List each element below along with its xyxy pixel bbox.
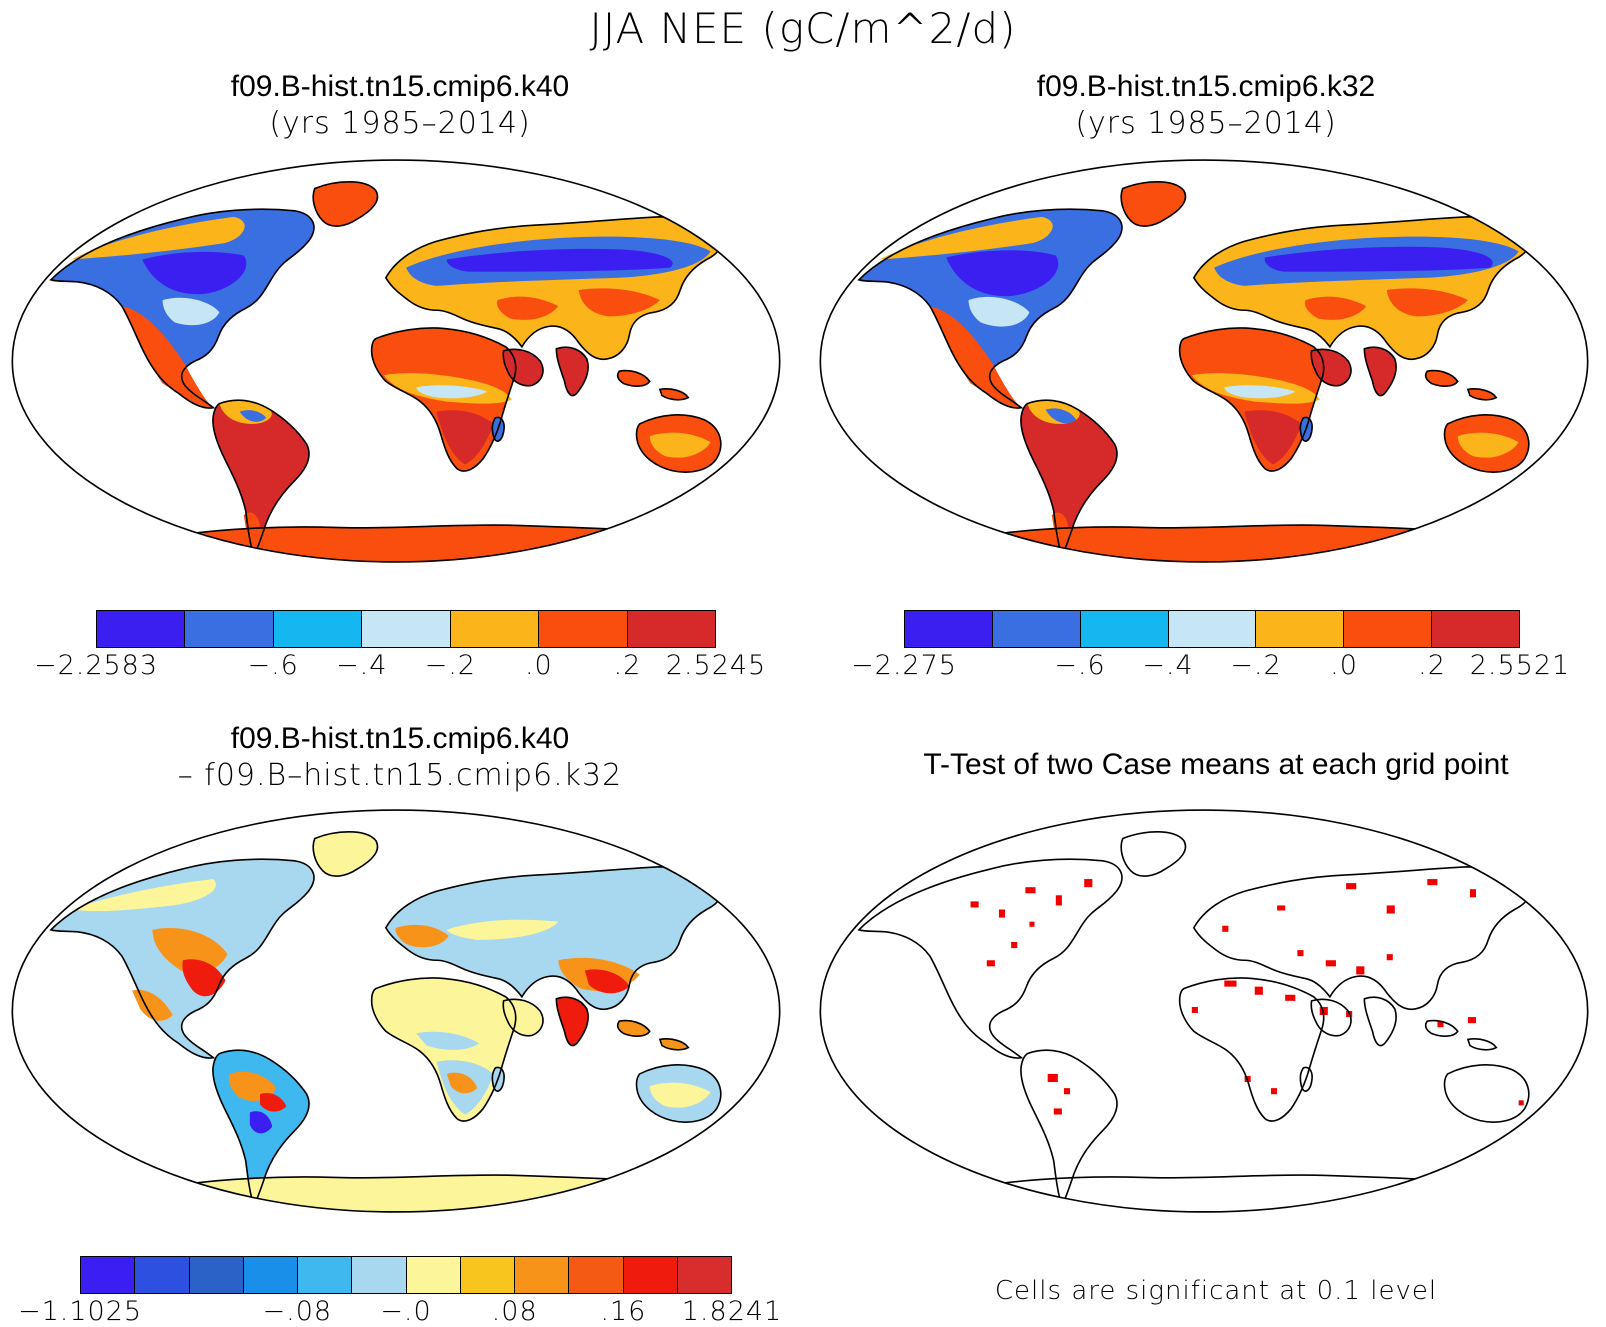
colorbar-cell [97, 611, 186, 647]
colorbar-top-left [96, 610, 716, 648]
panel-title-bottom-left: f09.B-hist.tn15.cmip6.k40 – f09.B–hist.t… [20, 722, 780, 793]
colorbar-cell [1256, 611, 1345, 647]
case-name: f09.B-hist.tn15.cmip6.k40 [230, 70, 570, 103]
colorbar-cell [298, 1257, 353, 1293]
colorbar-tick-label: −2.275 [851, 650, 957, 681]
colorbar-tick-label: −1.1025 [17, 1296, 143, 1327]
colorbar-top-right [904, 610, 1520, 648]
colorbar-cell [677, 1257, 731, 1293]
map-top-left [11, 159, 781, 563]
colorbar-tick-label: 1.8241 [681, 1296, 783, 1327]
map-border [819, 159, 1589, 563]
colorbar-cell [1080, 611, 1169, 647]
case-name: f09.B-hist.tn15.cmip6.k32 [1036, 70, 1376, 103]
colorbar-tick-label: .08 [491, 1296, 538, 1327]
colorbar-tick-label: −.0 [380, 1296, 432, 1327]
colorbar-tick-label: −.6 [247, 650, 299, 681]
colorbar-tick-label: .2 [613, 650, 642, 681]
colorbar-cell [1168, 611, 1257, 647]
colorbar-cell [1344, 611, 1433, 647]
colorbar-tick-label: −.2 [1230, 650, 1282, 681]
colorbar-cell [362, 611, 451, 647]
map-top-right [819, 159, 1589, 563]
colorbar-tick-label: .16 [600, 1296, 647, 1327]
colorbar-tick-label: 2.5245 [665, 650, 767, 681]
colorbar-tick-label: 2.5521 [1469, 650, 1571, 681]
colorbar-cell [450, 611, 540, 647]
colorbar-tick-label: −.4 [1142, 650, 1194, 681]
colorbar-cell [135, 1257, 190, 1293]
colorbar-tick-label: .0 [1330, 650, 1358, 681]
colorbar-tick-label: −2.2583 [33, 650, 159, 681]
colorbar-tick-label: .0 [524, 650, 553, 681]
colorbar-cell [352, 1257, 407, 1293]
colorbar-tick-label: −.6 [1054, 650, 1106, 681]
colorbar-cell [539, 611, 628, 647]
colorbar-cell [273, 611, 363, 647]
case-name: f09.B-hist.tn15.cmip6.k40 [230, 722, 570, 755]
colorbar-tick-label: −.2 [424, 650, 476, 681]
colorbar-cell [992, 611, 1081, 647]
colorbar-cell [569, 1257, 624, 1293]
significance-note: Cells are significant at 0.1 level [994, 1276, 1438, 1306]
colorbar-cell [185, 611, 274, 647]
years-range: (yrs 1985–2014) [269, 106, 531, 141]
panel-title-top-right: f09.B-hist.tn15.cmip6.k32 (yrs 1985–2014… [826, 70, 1586, 141]
land-nee-top-left [50, 181, 723, 562]
colorbar-bottom-left [80, 1256, 732, 1294]
colorbar-cell [243, 1257, 298, 1293]
colorbar-tick-label: −.4 [336, 650, 388, 681]
colorbar-cell [1432, 611, 1520, 647]
map-border [11, 159, 781, 563]
map-border [819, 809, 1589, 1213]
map-bottom-right [819, 809, 1589, 1213]
panel-title-top-left: f09.B-hist.tn15.cmip6.k40 (yrs 1985–2014… [20, 70, 780, 141]
colorbar-cell [81, 1257, 136, 1293]
figure-title: JJA NEE (gC/m^2/d) [589, 4, 1017, 53]
colorbar-cell [460, 1257, 515, 1293]
map-bottom-left [11, 809, 781, 1213]
colorbar-cell [406, 1257, 461, 1293]
years-range: (yrs 1985–2014) [1075, 106, 1337, 141]
map-border [11, 809, 781, 1213]
minus-case-name: – f09.B–hist.tn15.cmip6.k32 [177, 758, 623, 793]
colorbar-tick-label: .2 [1418, 650, 1446, 681]
colorbar-cell [623, 1257, 678, 1293]
colorbar-cell [189, 1257, 244, 1293]
ttest-title: T-Test of two Case means at each grid po… [923, 748, 1509, 781]
colorbar-tick-label: −.08 [262, 1296, 333, 1327]
colorbar-cell [515, 1257, 570, 1293]
colorbar-cell [627, 611, 715, 647]
colorbar-cell [905, 611, 993, 647]
